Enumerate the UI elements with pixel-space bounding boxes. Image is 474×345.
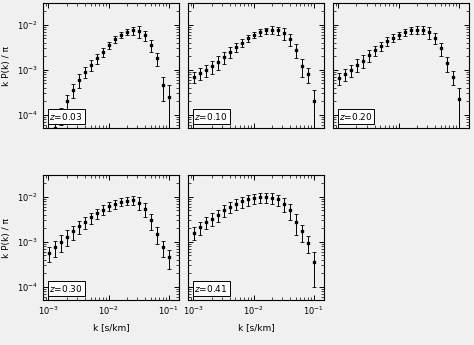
Text: $\it{z}$=0.41: $\it{z}$=0.41 [194, 283, 228, 294]
Y-axis label: k P(k) / π: k P(k) / π [2, 218, 11, 258]
Text: $\it{z}$=0.20: $\it{z}$=0.20 [339, 111, 373, 122]
X-axis label: k [s/km]: k [s/km] [92, 323, 129, 332]
Text: $\it{z}$=0.30: $\it{z}$=0.30 [49, 283, 83, 294]
Text: $\it{z}$=0.03: $\it{z}$=0.03 [49, 111, 83, 122]
Text: $\it{z}$=0.10: $\it{z}$=0.10 [194, 111, 228, 122]
Y-axis label: k P(k) / π: k P(k) / π [2, 46, 11, 86]
X-axis label: k [s/km]: k [s/km] [237, 323, 274, 332]
